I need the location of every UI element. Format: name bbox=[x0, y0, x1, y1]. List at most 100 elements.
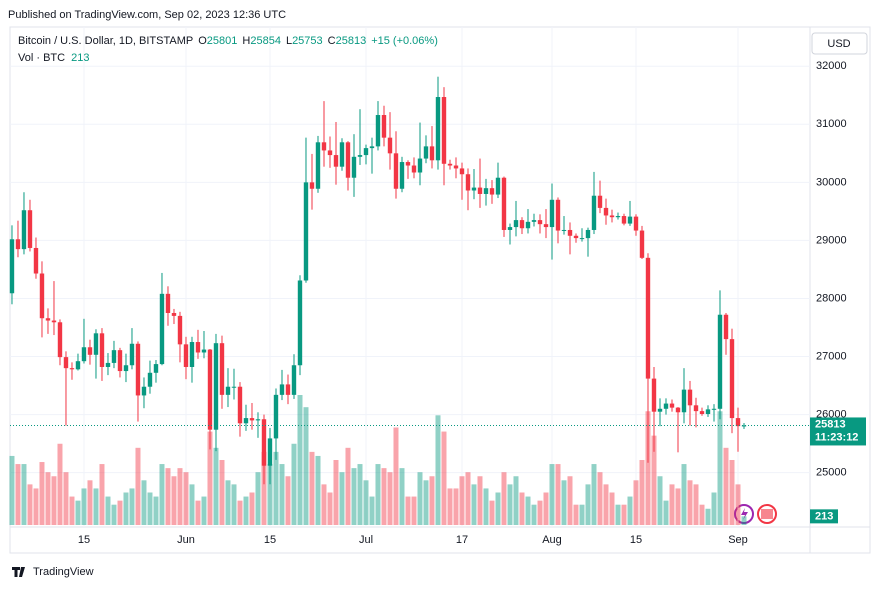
candle-body bbox=[687, 389, 693, 406]
candle-body bbox=[147, 372, 153, 387]
volume-bar bbox=[621, 504, 627, 525]
volume-bar bbox=[609, 492, 615, 525]
volume-bar bbox=[135, 447, 141, 525]
candle-body bbox=[231, 386, 237, 388]
volume-bar bbox=[39, 462, 45, 525]
volume-bar bbox=[327, 492, 333, 525]
volume-bar bbox=[447, 488, 453, 525]
x-tick-label: 15 bbox=[630, 534, 642, 546]
candle-body bbox=[585, 229, 591, 239]
candle-body bbox=[321, 142, 327, 151]
ohlc-value: 25801 bbox=[206, 35, 238, 47]
volume-bar bbox=[591, 464, 597, 525]
candle-body bbox=[357, 155, 363, 157]
volume-bar bbox=[561, 480, 567, 525]
candle-body bbox=[537, 220, 543, 225]
candle-body bbox=[399, 162, 405, 189]
currency[interactable]: USD bbox=[827, 38, 850, 50]
candle-body bbox=[15, 239, 21, 250]
volume-bar bbox=[687, 480, 693, 525]
candle-body bbox=[255, 419, 261, 421]
candle-body bbox=[333, 155, 339, 167]
candle-body bbox=[345, 142, 351, 178]
volume-bar bbox=[705, 508, 711, 525]
volume-bar bbox=[141, 480, 147, 525]
candle-body bbox=[375, 115, 381, 147]
volume-bar bbox=[729, 460, 735, 525]
volume-bar bbox=[171, 476, 177, 525]
candle-body bbox=[273, 394, 279, 439]
volume-bar bbox=[657, 476, 663, 525]
y-tick-label: 29000 bbox=[816, 234, 847, 246]
candle-body bbox=[87, 347, 93, 355]
candle-body bbox=[405, 162, 411, 166]
candle-body bbox=[261, 419, 267, 466]
candle-body bbox=[249, 418, 255, 421]
candle-body bbox=[729, 339, 735, 419]
candle-body bbox=[465, 174, 471, 191]
candle-body bbox=[21, 210, 27, 250]
volume-bar bbox=[663, 500, 669, 525]
volume-bar bbox=[27, 484, 33, 525]
volume-bar bbox=[159, 464, 165, 525]
candle-body bbox=[177, 315, 183, 345]
volume-bar bbox=[549, 464, 555, 525]
volume-bar bbox=[483, 488, 489, 525]
volume-bar bbox=[639, 460, 645, 525]
symbol: Bitcoin / U.S. Dollar, 1D, BITSTAMP bbox=[18, 35, 194, 47]
candle-body bbox=[93, 333, 99, 355]
candle-body bbox=[393, 153, 399, 189]
volume-bar bbox=[99, 464, 105, 525]
volume-bar bbox=[81, 488, 87, 525]
volume-bar bbox=[465, 472, 471, 525]
candle-body bbox=[117, 350, 123, 372]
x-tick-label: Aug bbox=[542, 534, 562, 546]
currency-button[interactable] bbox=[811, 32, 868, 55]
volume-bar bbox=[45, 472, 51, 525]
candle-body bbox=[735, 418, 741, 427]
ohlc-letter: O bbox=[198, 35, 207, 47]
candle-body bbox=[609, 215, 615, 218]
candle-body bbox=[561, 229, 567, 231]
volume-bar bbox=[651, 435, 657, 525]
candle-body bbox=[279, 384, 285, 395]
volume-bar bbox=[261, 451, 267, 525]
candle-body bbox=[213, 343, 219, 430]
volume-bar bbox=[51, 476, 57, 525]
x-tick-label: Jul bbox=[359, 534, 373, 546]
candle-body bbox=[57, 322, 63, 358]
volume-bar bbox=[303, 407, 309, 525]
volume-bar bbox=[741, 516, 747, 525]
volume-bar bbox=[567, 476, 573, 525]
volume-bar bbox=[585, 484, 591, 525]
volume-bar bbox=[243, 496, 249, 525]
candle-body bbox=[195, 342, 201, 353]
candle-body bbox=[471, 187, 477, 191]
candle-body bbox=[219, 343, 225, 395]
candle-body bbox=[543, 224, 549, 228]
candle-body bbox=[45, 318, 51, 321]
volume-bar bbox=[87, 480, 93, 525]
volume-bar bbox=[627, 496, 633, 525]
volume-bar bbox=[669, 484, 675, 525]
volume-bar bbox=[513, 476, 519, 525]
volume-bar bbox=[279, 464, 285, 525]
volume-bar bbox=[195, 500, 201, 525]
volume-bar bbox=[351, 468, 357, 525]
volume-bar bbox=[237, 500, 243, 525]
volume-bar bbox=[285, 476, 291, 525]
candle-body bbox=[603, 207, 609, 216]
volume-bar bbox=[315, 455, 321, 525]
candle-body bbox=[453, 165, 459, 169]
ohlc-letter: L bbox=[285, 35, 293, 47]
volume-bar bbox=[699, 504, 705, 525]
candle-body bbox=[63, 357, 69, 369]
y-tick-label: 27000 bbox=[816, 350, 847, 362]
candle-body bbox=[27, 210, 33, 248]
volume-bar bbox=[579, 504, 585, 525]
volume-bar bbox=[225, 480, 231, 525]
last-volume-label: 213 bbox=[815, 510, 833, 522]
plot-layer bbox=[9, 27, 810, 527]
volume-bar bbox=[309, 451, 315, 525]
volume-bar bbox=[501, 472, 507, 525]
